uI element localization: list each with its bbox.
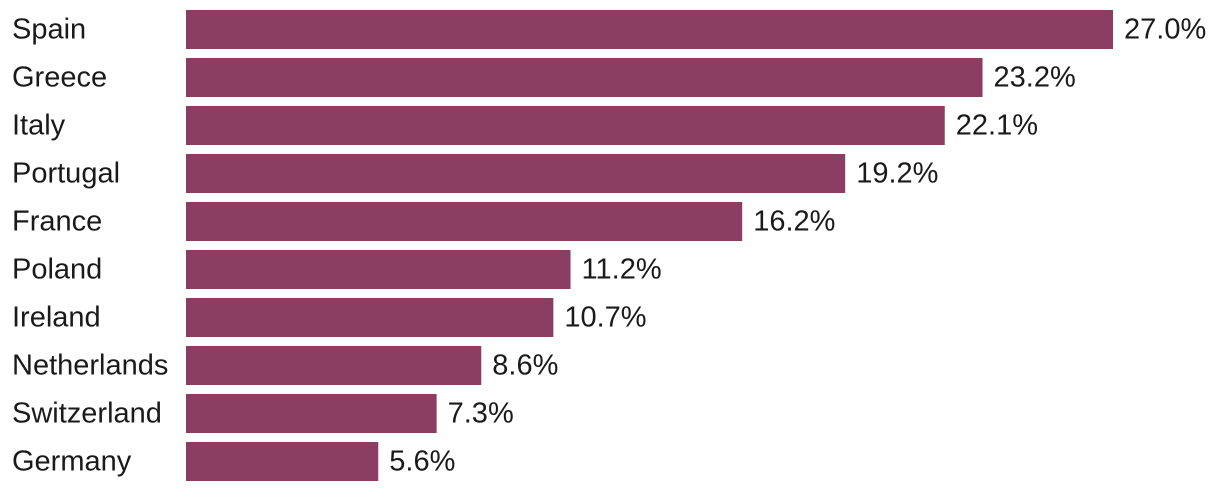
value-label: 22.1% [956, 110, 1038, 142]
category-label: France [12, 206, 102, 238]
category-label: Italy [12, 110, 66, 142]
category-label: Spain [12, 14, 86, 46]
bar [186, 58, 983, 97]
category-label: Ireland [12, 302, 101, 334]
category-label: Greece [12, 62, 107, 94]
category-label: Germany [12, 446, 132, 478]
value-label: 16.2% [753, 206, 835, 238]
value-label: 7.3% [448, 398, 514, 430]
value-label: 5.6% [389, 446, 455, 478]
category-label: Switzerland [12, 398, 162, 430]
bar [186, 442, 379, 481]
bar [186, 298, 554, 337]
category-label: Poland [12, 254, 102, 286]
value-label: 27.0% [1124, 14, 1206, 46]
bar [186, 10, 1113, 49]
value-label: 23.2% [994, 62, 1076, 94]
value-label: 19.2% [856, 158, 938, 190]
category-label: Portugal [12, 158, 120, 190]
bar [186, 394, 437, 433]
bar [186, 346, 482, 385]
bar [186, 154, 846, 193]
bar [186, 250, 571, 289]
bar [186, 202, 743, 241]
value-label: 8.6% [492, 350, 558, 382]
value-label: 11.2% [582, 254, 662, 286]
bar [186, 106, 945, 145]
value-label: 10.7% [564, 302, 646, 334]
category-label: Netherlands [12, 350, 168, 382]
